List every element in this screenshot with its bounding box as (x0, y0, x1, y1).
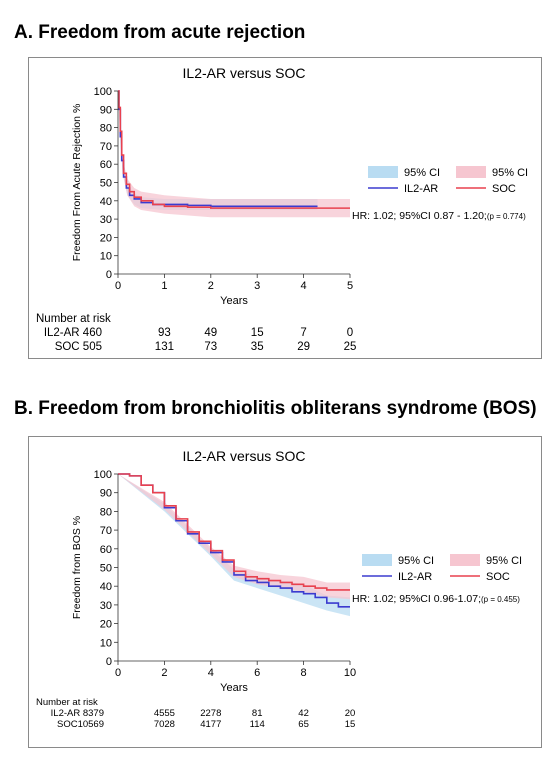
b-y-tick-label: 60 (100, 544, 112, 556)
a-y-tick-label: 70 (100, 141, 112, 153)
a-y-tick-label: 40 (100, 196, 112, 208)
a-hr-annotation: HR: 1.02; 95%CI 0.87 - 1.20;(p = 0.774) (352, 210, 526, 222)
b-y-tick-label: 100 (94, 469, 112, 481)
a-y-tick-label: 90 (100, 104, 112, 116)
a-y-tick-label: 50 (100, 178, 112, 190)
b-x-tick-label: 0 (115, 667, 121, 679)
b-x-tick-label: 2 (161, 667, 167, 679)
a-ci-band-1 (118, 91, 318, 210)
a-y-tick-label: 0 (106, 269, 112, 281)
b-x-axis-label: Years (220, 682, 248, 694)
b-y-tick-label: 0 (106, 656, 112, 668)
a-x-tick-label: 0 (115, 280, 121, 292)
a-risk-value: 25 (344, 341, 357, 353)
chart-b: IL2-AR versus SOC 0 10 20 30 40 50 60 70 80 90 100 0… (36, 448, 522, 730)
a-y-axis-label: Freedom From Acute Rejection % (71, 104, 83, 262)
b-risk-heading: Number at risk (36, 697, 98, 708)
a-legend-label: IL2-AR (404, 183, 438, 195)
a-y-tick-label: 20 (100, 232, 112, 244)
b-legend-swatch-ci-il2ar (362, 554, 392, 566)
b-x-tick-label: 8 (301, 667, 307, 679)
a-series-soc (118, 90, 350, 209)
b-risk-value: 15 (345, 719, 356, 730)
b-x-tick-label: 4 (208, 667, 214, 679)
a-y-tick-label: 100 (94, 86, 112, 98)
a-risk-value: 73 (204, 341, 217, 353)
b-y-tick-label: 10 (100, 637, 112, 649)
a-x-tick-label: 2 (208, 280, 214, 292)
b-legend-label: IL2-AR (398, 571, 432, 583)
b-legend-label: 95% CI (398, 555, 434, 567)
a-risk-heading: Number at risk (36, 313, 111, 325)
a-y-tick-label: 10 (100, 251, 112, 263)
b-risk-value: 20 (345, 708, 356, 719)
a-risk-value: 49 (204, 327, 217, 339)
plot-box-a (28, 57, 542, 359)
a-y-tick-label: 30 (100, 214, 112, 226)
panel-a-title: A. Freedom from acute rejection (14, 22, 306, 43)
b-risk-value: 7028 (154, 719, 175, 730)
b-y-tick-label: 70 (100, 525, 112, 537)
b-hr-annotation: HR: 1.02; 95%CI 0.96-1.07;(p = 0.455) (352, 593, 520, 605)
b-y-tick-label: 20 (100, 619, 112, 631)
a-x-tick-label: 3 (254, 280, 260, 292)
b-risk-value: 81 (252, 708, 263, 719)
b-risk-value: 4555 (154, 708, 175, 719)
a-chart-title: IL2-AR versus SOC (183, 65, 306, 81)
a-x-tick-label: 5 (347, 280, 353, 292)
b-legend-label: 95% CI (486, 555, 522, 567)
b-y-tick-label: 90 (100, 488, 112, 500)
a-risk-value: 35 (251, 341, 264, 353)
chart-a: IL2-AR versus SOC01020304050607080901000… (36, 65, 528, 353)
b-risk-value: 4177 (200, 719, 221, 730)
plot-box-b (28, 436, 542, 748)
a-legend-label: 95% CI (492, 167, 528, 179)
a-legend-swatch-ci-soc (456, 166, 486, 178)
b-risk-value: 114 (250, 719, 265, 730)
panel-b-title: B. Freedom from bronchiolitis obliterans… (14, 398, 537, 419)
b-risk-row-label: SOC10569 (57, 719, 104, 730)
a-risk-value: 29 (297, 341, 310, 353)
a-legend-label: 95% CI (404, 167, 440, 179)
a-risk-row-label: IL2-AR 460 (44, 327, 102, 339)
a-risk-value: 15 (251, 327, 264, 339)
a-series-il2-ar (118, 90, 318, 208)
a-y-tick-label: 80 (100, 123, 112, 135)
b-y-tick-label: 40 (100, 581, 112, 593)
b-y-axis-label: Freedom from BOS % (71, 516, 83, 619)
a-risk-value: 93 (158, 327, 171, 339)
a-x-tick-label: 1 (161, 280, 167, 292)
a-legend-label: SOC (492, 183, 516, 195)
b-y-tick-label: 30 (100, 600, 112, 612)
b-x-tick-label: 10 (344, 667, 356, 679)
a-x-axis-label: Years (220, 295, 248, 307)
b-series-soc (118, 473, 350, 591)
b-legend-swatch-ci-soc (450, 554, 480, 566)
a-risk-value: 0 (347, 327, 353, 339)
b-chart-title: IL2-AR versus SOC (183, 448, 306, 464)
a-risk-row-label: SOC 505 (55, 341, 102, 353)
b-risk-row-label: IL2-AR 8379 (51, 708, 104, 719)
b-x-tick-label: 6 (254, 667, 260, 679)
b-y-tick-label: 80 (100, 506, 112, 518)
b-risk-value: 42 (298, 708, 309, 719)
a-x-tick-label: 4 (301, 280, 307, 292)
b-risk-value: 2278 (200, 708, 221, 719)
b-y-tick-label: 50 (100, 563, 112, 575)
a-risk-value: 131 (155, 341, 174, 353)
b-risk-value: 65 (298, 719, 309, 730)
b-legend-label: SOC (486, 571, 510, 583)
a-risk-value: 7 (300, 327, 306, 339)
a-ci-band-2 (118, 91, 350, 218)
a-legend-swatch-ci-il2ar (368, 166, 398, 178)
a-y-tick-label: 60 (100, 159, 112, 171)
